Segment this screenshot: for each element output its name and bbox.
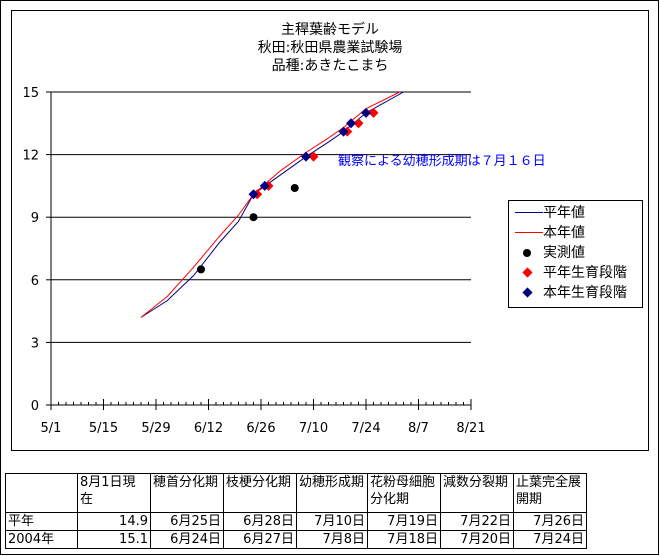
- legend-label: 本年値: [543, 225, 585, 241]
- observed-point: [290, 183, 299, 192]
- y-tick-label: 12: [22, 149, 39, 164]
- observed-point: [249, 213, 258, 222]
- stage-diamond: [248, 189, 259, 200]
- y-tick-label: 3: [31, 336, 39, 351]
- growth-stage-table: 8月1日現在 穂首分化期 枝梗分化期 幼穂形成期 花粉母細胞分化期 減数分裂期 …: [5, 473, 587, 549]
- annotation-label: 観察による幼穂形成期は７月１６日: [338, 154, 546, 169]
- x-tick-label: 7/10: [299, 421, 328, 436]
- x-tick-label: 5/1: [41, 421, 62, 436]
- stage-diamond: [259, 180, 270, 191]
- stage-diamond: [338, 126, 349, 137]
- header-cell: 8月1日現在: [77, 473, 151, 513]
- chart-area: [11, 10, 649, 451]
- table-row: 平年 14.9 6月25日 6月28日 7月10日 7月19日 7月22日 7月…: [5, 512, 587, 531]
- y-tick-label: 0: [31, 399, 39, 414]
- legend: 平年値 本年値 実測値 平年生育段階 本年生育段階: [508, 200, 643, 308]
- table-row: 2004年 15.1 6月24日 6月27日 7月8日 7月18日 7月20日 …: [5, 530, 587, 549]
- header-cell: 幼穂形成期: [296, 473, 368, 513]
- table-cell: 6月27日: [223, 530, 297, 549]
- header-cell: 花粉母細胞分化期: [367, 473, 441, 513]
- diamond-marker-icon: [522, 287, 533, 298]
- legend-label: 本年生育段階: [543, 285, 627, 301]
- legend-label: 平年生育段階: [543, 265, 627, 281]
- header-cell: 減数分裂期: [440, 473, 514, 513]
- x-tick-label: 8/21: [456, 421, 485, 436]
- legend-label: 平年値: [543, 205, 585, 221]
- stage-diamond: [346, 118, 356, 129]
- header-cell: 止葉完全展開期: [513, 473, 587, 513]
- y-tick-label: 15: [22, 86, 39, 101]
- x-tick-label: 7/24: [351, 421, 380, 436]
- x-tick-label: 6/26: [246, 421, 275, 436]
- x-tick-label: 8/7: [408, 421, 429, 436]
- stage-diamond: [308, 151, 319, 162]
- x-tick-label: 5/29: [141, 421, 170, 436]
- x-tick-label: 5/15: [89, 421, 118, 436]
- header-cell: 枝梗分化期: [223, 473, 297, 513]
- series-line-0: [140, 91, 404, 318]
- table-cell: 6月25日: [150, 512, 224, 531]
- observed-point: [197, 265, 205, 274]
- x-tick-label: 6/12: [194, 421, 223, 436]
- stage-diamond: [353, 118, 364, 129]
- table-cell: 6月24日: [150, 530, 224, 549]
- header-cell: 穂首分化期: [150, 473, 224, 513]
- header-cell: [5, 473, 78, 513]
- row-label: 平年: [5, 512, 78, 531]
- line-swatch-icon: [515, 232, 543, 233]
- table-cell: 7月19日: [367, 512, 441, 531]
- dot-marker-icon: [523, 249, 531, 257]
- chart-title-line-2: 秋田:秋田県農業試験場: [257, 40, 403, 56]
- y-tick-label: 6: [31, 274, 39, 289]
- chart-title-line-3: 品種:あきたこまち: [271, 58, 389, 74]
- table-cell: 15.1: [77, 530, 151, 549]
- stage-diamond: [368, 107, 379, 118]
- line-swatch-icon: [515, 212, 543, 213]
- table-cell: 7月20日: [440, 530, 514, 549]
- row-label: 2004年: [5, 530, 78, 549]
- diamond-marker-icon: [522, 267, 533, 278]
- table-cell: 7月22日: [440, 512, 514, 531]
- table-header-row: 8月1日現在 穂首分化期 枝梗分化期 幼穂形成期 花粉母細胞分化期 減数分裂期 …: [5, 473, 587, 513]
- table-cell: 7月8日: [296, 530, 368, 549]
- y-tick-label: 9: [31, 211, 39, 226]
- stage-diamond: [301, 151, 311, 162]
- table-cell: 7月18日: [367, 530, 441, 549]
- table-cell: 7月26日: [513, 512, 587, 531]
- legend-label: 実測値: [543, 245, 585, 261]
- chart-title-line-1: 主稈葉齢モデル: [281, 22, 379, 38]
- table-cell: 6月28日: [223, 512, 297, 531]
- table-cell: 7月10日: [296, 512, 368, 531]
- table-cell: 7月24日: [513, 530, 587, 549]
- stage-diamond: [361, 107, 371, 118]
- table-cell: 14.9: [77, 512, 151, 531]
